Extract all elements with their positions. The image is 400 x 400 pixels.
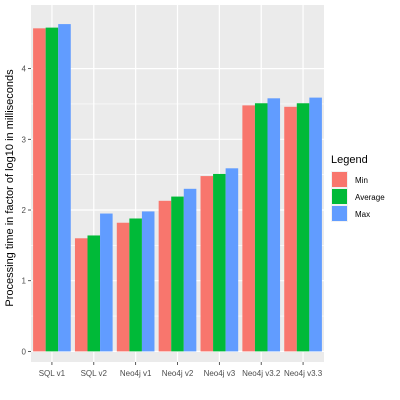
y-tick-label: 1 [22,277,27,286]
bar [200,176,214,352]
bar [58,24,71,352]
bars [33,24,322,352]
y-axis: 0 1 2 3 4 [22,65,31,356]
x-tick-label: Neo4j v2 [162,369,194,378]
y-tick-label: 3 [22,135,27,144]
x-tick-label: Neo4j v1 [120,369,152,378]
y-axis-title: Processing time in factor of log10 in mi… [4,69,16,307]
bar [129,218,142,352]
bar [141,211,155,352]
legend-swatch [332,189,347,204]
x-tick-label: SQL v2 [81,369,108,378]
bar [171,196,184,352]
bar [225,168,239,352]
bar [296,103,310,352]
bar [284,106,297,352]
bar [254,103,268,352]
x-tick-label: Neo4j v3.3 [284,369,323,378]
bar [309,97,322,352]
legend-label: Max [355,210,370,219]
x-tick-label: Neo4j v3 [204,369,236,378]
bar [116,222,130,352]
bar [33,28,46,352]
bar [183,188,197,352]
legend: Legend Min Average Max [331,154,385,222]
bar [267,98,281,352]
legend-swatch [332,206,347,221]
x-tick-label: SQL v1 [39,369,66,378]
y-tick-label: 0 [22,347,27,356]
legend-label: Average [355,193,385,202]
legend-swatch [332,172,347,187]
y-tick-label: 2 [22,206,27,215]
legend-title: Legend [331,154,368,166]
x-axis: SQL v1 SQL v2 Neo4j v1 Neo4j v2 Neo4j v3 Neo4… [39,362,323,378]
legend-label: Min [355,176,368,185]
bar [74,238,88,352]
bar [158,200,172,352]
x-tick-label: Neo4j v3.2 [242,369,281,378]
bar [45,27,59,352]
bar [87,235,101,352]
y-tick-label: 4 [22,65,27,74]
bar [242,105,255,352]
bar [213,173,226,352]
bar [100,213,113,352]
